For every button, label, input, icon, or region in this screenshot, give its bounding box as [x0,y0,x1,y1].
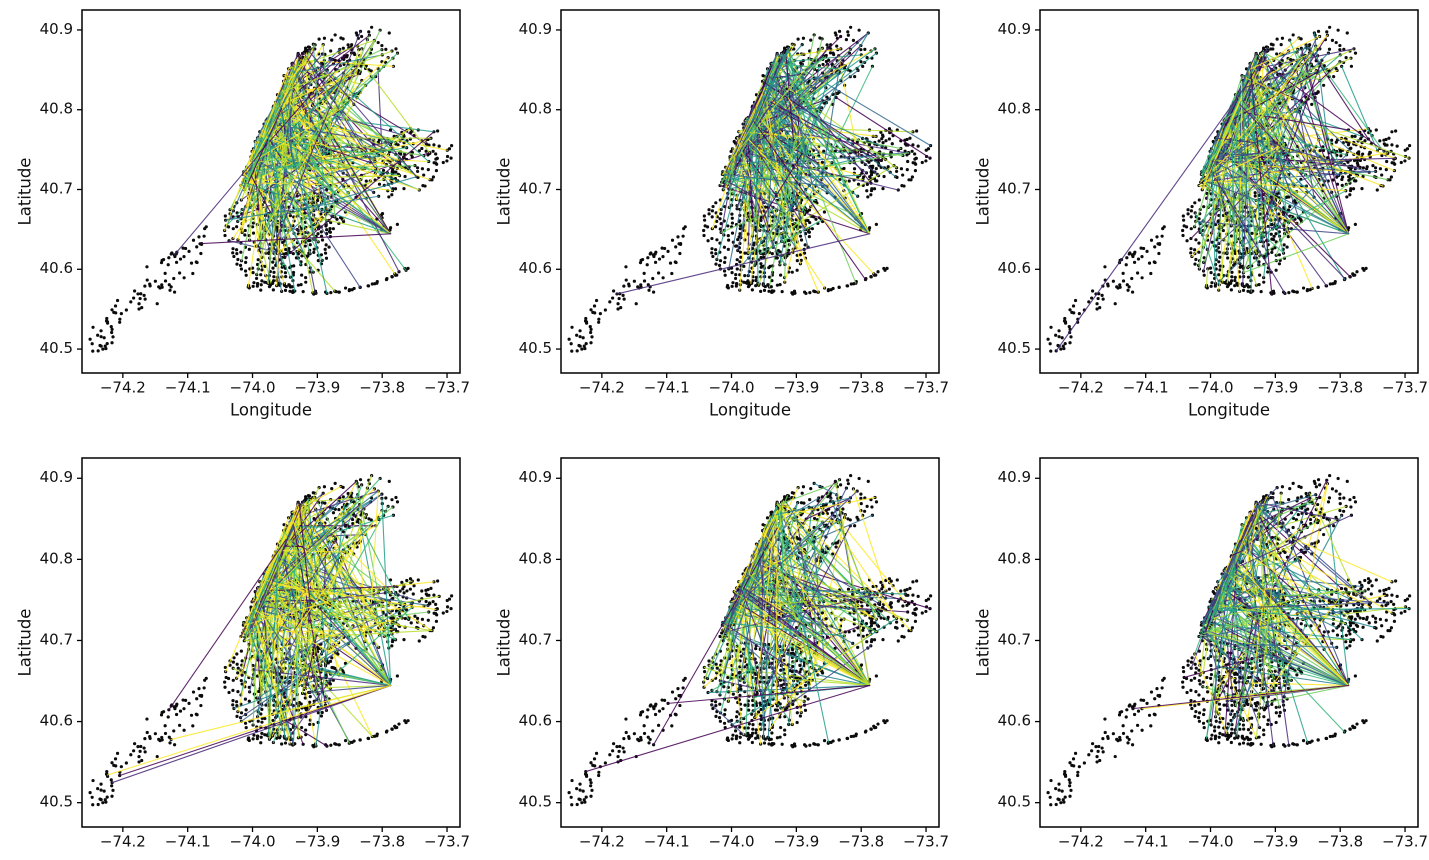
subplot-top-middle-canvas [479,0,958,430]
subplot-bottom-middle-canvas [479,430,958,860]
subplot-top-right-canvas [958,0,1429,430]
subplot-bottom-right-canvas [958,430,1429,860]
subplot-bottom-left-canvas [0,430,479,860]
subplot-top-left-canvas [0,0,479,430]
